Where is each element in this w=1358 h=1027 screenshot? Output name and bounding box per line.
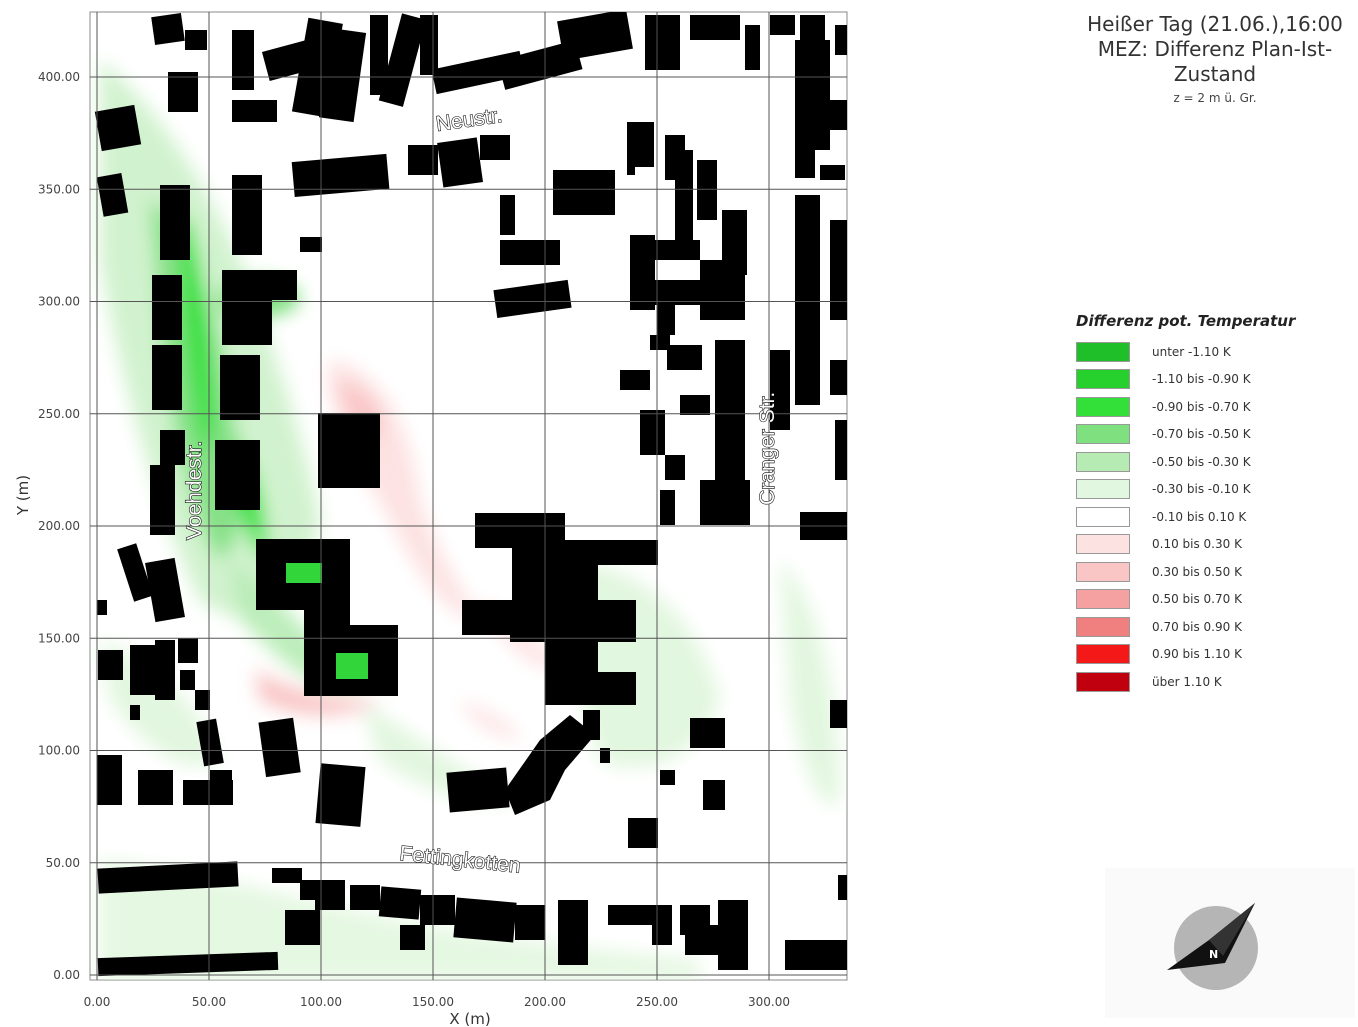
x-tick-label: 200.00 bbox=[524, 995, 566, 1009]
legend-swatch bbox=[1076, 589, 1130, 609]
title-line-1: Heißer Tag (21.06.),16:00 bbox=[1070, 12, 1358, 37]
legend: Differenz pot. Temperatur unter -1.10 K -… bbox=[1076, 312, 1346, 696]
legend-swatch bbox=[1076, 617, 1130, 637]
x-tick-label: 0.00 bbox=[84, 995, 111, 1009]
y-tick-label: 200.00 bbox=[38, 519, 80, 533]
legend-swatch bbox=[1076, 644, 1130, 664]
title-line-2: MEZ: Differenz Plan-Ist- bbox=[1070, 37, 1358, 62]
legend-label: -0.10 bis 0.10 K bbox=[1152, 510, 1246, 524]
street-label-voehdestr: Voehdestr. bbox=[183, 441, 206, 540]
y-tick-label: 400.00 bbox=[38, 70, 80, 84]
legend-label: über 1.10 K bbox=[1152, 675, 1222, 689]
legend-label: 0.10 bis 0.30 K bbox=[1152, 537, 1242, 551]
y-axis-label: Y (m) bbox=[14, 475, 32, 516]
legend-swatch bbox=[1076, 369, 1130, 389]
y-tick-label: 300.00 bbox=[38, 295, 80, 309]
legend-label: 0.30 bis 0.50 K bbox=[1152, 565, 1242, 579]
legend-swatch bbox=[1076, 424, 1130, 444]
x-axis-label: X (m) bbox=[449, 1010, 490, 1027]
map-subtitle: z = 2 m ü. Gr. bbox=[1070, 91, 1358, 105]
legend-item: -0.70 bis -0.50 K bbox=[1076, 421, 1346, 449]
y-tick-label: 50.00 bbox=[46, 856, 80, 870]
compass-panel: N bbox=[1105, 868, 1355, 1018]
legend-item: 0.10 bis 0.30 K bbox=[1076, 531, 1346, 559]
legend-rows: unter -1.10 K -1.10 bis -0.90 K -0.90 bis … bbox=[1076, 338, 1346, 696]
legend-label: 0.90 bis 1.10 K bbox=[1152, 647, 1242, 661]
x-tick-label: 50.00 bbox=[192, 995, 226, 1009]
legend-item: -0.10 bis 0.10 K bbox=[1076, 503, 1346, 531]
legend-label: unter -1.10 K bbox=[1152, 345, 1231, 359]
legend-swatch bbox=[1076, 397, 1130, 417]
legend-item: unter -1.10 K bbox=[1076, 338, 1346, 366]
legend-item: über 1.10 K bbox=[1076, 668, 1346, 696]
legend-label: 0.70 bis 0.90 K bbox=[1152, 620, 1242, 634]
title-line-3: Zustand bbox=[1070, 62, 1358, 87]
legend-item: -0.30 bis -0.10 K bbox=[1076, 476, 1346, 504]
legend-item: 0.70 bis 0.90 K bbox=[1076, 613, 1346, 641]
north-arrow-icon: N bbox=[1105, 868, 1355, 1018]
street-label-cranger: Cranger Str. bbox=[756, 392, 779, 505]
legend-label: -0.50 bis -0.30 K bbox=[1152, 455, 1251, 469]
compass-label: N bbox=[1209, 948, 1218, 961]
x-tick-label: 100.00 bbox=[300, 995, 342, 1009]
legend-swatch bbox=[1076, 452, 1130, 472]
legend-item: 0.50 bis 0.70 K bbox=[1076, 586, 1346, 614]
x-tick-label: 300.00 bbox=[748, 995, 790, 1009]
legend-label: -1.10 bis -0.90 K bbox=[1152, 372, 1251, 386]
legend-label: -0.70 bis -0.50 K bbox=[1152, 427, 1251, 441]
legend-swatch bbox=[1076, 479, 1130, 499]
legend-label: 0.50 bis 0.70 K bbox=[1152, 592, 1242, 606]
y-tick-label: 0.00 bbox=[53, 968, 80, 982]
legend-swatch bbox=[1076, 342, 1130, 362]
legend-label: -0.90 bis -0.70 K bbox=[1152, 400, 1251, 414]
y-tick-label: 150.00 bbox=[38, 631, 80, 645]
legend-swatch bbox=[1076, 534, 1130, 554]
legend-item: 0.90 bis 1.10 K bbox=[1076, 641, 1346, 669]
legend-label: -0.30 bis -0.10 K bbox=[1152, 482, 1251, 496]
map-title: Heißer Tag (21.06.),16:00 MEZ: Differenz… bbox=[1070, 12, 1358, 105]
legend-item: -0.90 bis -0.70 K bbox=[1076, 393, 1346, 421]
x-tick-label: 250.00 bbox=[636, 995, 678, 1009]
legend-swatch bbox=[1076, 507, 1130, 527]
y-tick-label: 250.00 bbox=[38, 407, 80, 421]
x-tick-label: 150.00 bbox=[412, 995, 454, 1009]
legend-swatch bbox=[1076, 562, 1130, 582]
legend-item: 0.30 bis 0.50 K bbox=[1076, 558, 1346, 586]
legend-item: -0.50 bis -0.30 K bbox=[1076, 448, 1346, 476]
legend-swatch bbox=[1076, 672, 1130, 692]
y-tick-label: 350.00 bbox=[38, 182, 80, 196]
legend-item: -1.10 bis -0.90 K bbox=[1076, 366, 1346, 394]
legend-title: Differenz pot. Temperatur bbox=[1076, 312, 1346, 330]
y-tick-label: 100.00 bbox=[38, 744, 80, 758]
